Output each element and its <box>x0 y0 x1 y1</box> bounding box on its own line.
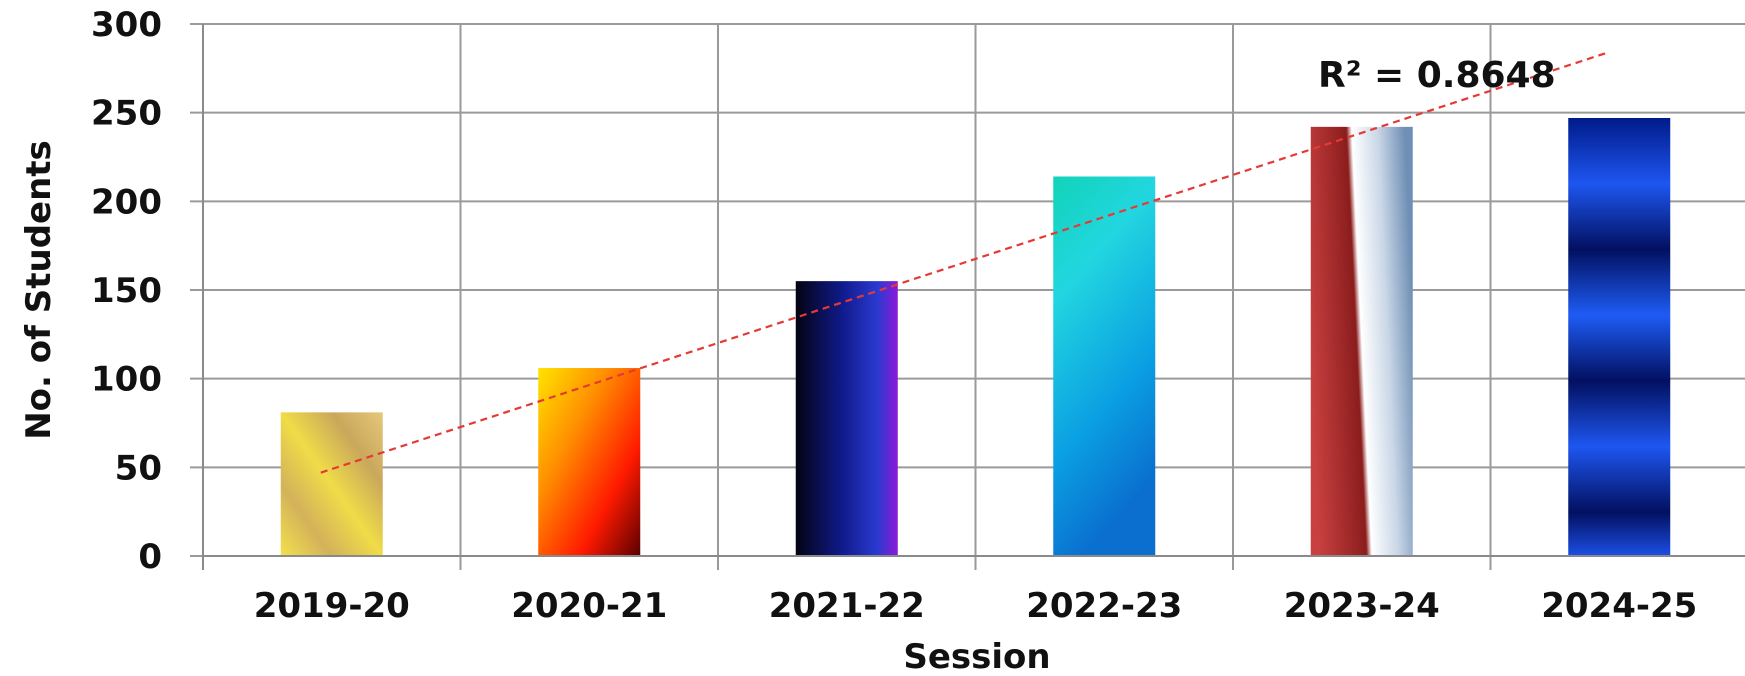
bar-2021-22 <box>795 281 898 556</box>
x-tick-label: 2022-23 <box>1026 586 1182 626</box>
y-tick-label: 200 <box>91 182 162 222</box>
y-tick-label: 250 <box>91 94 162 134</box>
trendline <box>320 51 1609 474</box>
r-squared-label: R² = 0.8648 <box>1318 55 1556 96</box>
y-tick-label: 300 <box>91 5 162 45</box>
x-tick-label: 2021-22 <box>769 586 925 626</box>
bar-2022-23 <box>1053 176 1156 557</box>
bar-2019-20 <box>280 412 383 556</box>
bar-2020-21 <box>538 368 641 556</box>
bars <box>280 117 1671 557</box>
x-axis-title: Session <box>903 637 1050 676</box>
y-tick-label: 0 <box>138 537 162 577</box>
x-tick-label: 2020-21 <box>511 586 667 626</box>
bar-2023-24 <box>1310 126 1413 556</box>
y-tick-label: 50 <box>115 448 162 488</box>
y-tick-label: 150 <box>91 271 162 311</box>
y-tick-label: 100 <box>91 360 162 400</box>
x-tick-label: 2019-20 <box>254 586 410 626</box>
y-axis-title: No. of Students <box>19 140 59 440</box>
trendline-layer <box>320 51 1609 474</box>
bar-2024-25 <box>1568 117 1671 556</box>
grid-lines <box>190 23 1745 570</box>
axes <box>202 24 1745 570</box>
tick-labels: 0 50 100 150 200 250 300 2019-20 2020-21 2021-22 2… <box>91 5 1697 626</box>
x-tick-label: 2024-25 <box>1541 586 1697 626</box>
x-tick-label: 2023-24 <box>1284 586 1440 626</box>
